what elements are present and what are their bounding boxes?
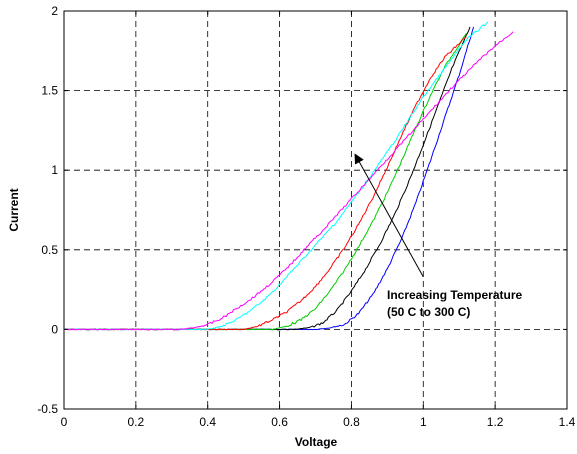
y-tick-label: -0.5 (37, 402, 58, 416)
annotation-line-2: (50 C to 300 C) (387, 305, 470, 319)
y-tick-label: 0 (51, 322, 58, 336)
x-axis-title: Voltage (295, 435, 338, 449)
x-tick-label: 0.6 (271, 415, 288, 429)
x-tick-label: 1 (420, 415, 427, 429)
x-tick-label: 0.8 (343, 415, 360, 429)
y-axis-title: Current (7, 188, 21, 231)
x-tick-label: 0.2 (128, 415, 145, 429)
annotation-arrow (354, 153, 424, 278)
y-tick-label: 2 (51, 4, 58, 18)
y-tick-label: 0.5 (41, 243, 58, 257)
y-tick-label: 1.5 (41, 84, 58, 98)
x-tick-label: 1.2 (487, 415, 504, 429)
x-axis-ticks: 0 0.2 0.4 0.6 0.8 1 1.2 1.4 (61, 11, 576, 429)
series-line-6 (63, 31, 514, 331)
plot-area (63, 10, 568, 410)
x-tick-label: 0.4 (199, 415, 216, 429)
x-tick-label: 0 (61, 415, 68, 429)
y-axis-ticks: -0.5 0 0.5 1 1.5 2 (37, 4, 567, 416)
y-tick-label: 1 (51, 163, 58, 177)
series-group (63, 21, 514, 331)
x-tick-label: 1.4 (559, 415, 576, 429)
annotation-line-1: Increasing Temperature (387, 288, 522, 302)
